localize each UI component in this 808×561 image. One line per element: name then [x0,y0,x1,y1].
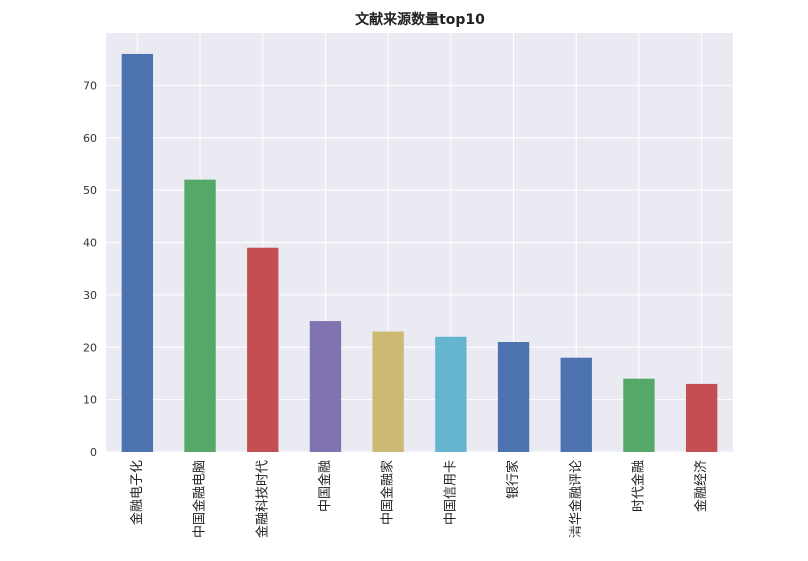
bar [309,321,342,452]
y-tick-label: 0 [90,446,97,459]
y-tick-label: 10 [83,394,97,407]
bar [497,342,530,452]
plot-area: 0 10 20 30 40 50 60 70 金融电子化 中国金融电脑 金融科技时代 中国金融 中国金融… [83,33,733,538]
y-tick-label: 20 [83,341,97,354]
y-tick-label: 70 [83,79,97,92]
x-tick-label: 时代金融 [630,460,646,512]
x-tick-label: 中国金融家 [380,460,396,525]
x-tick-label: 金融科技时代 [254,460,270,538]
x-tick-label: 中国金融 [317,460,333,512]
bar [372,331,404,452]
watermark-brand: @稀土掘金技术社区 [650,522,785,540]
x-tick-label: 金融电子化 [129,460,145,525]
y-tick-label: 50 [83,184,97,197]
chart-title: 文献来源数量top10 [355,11,485,28]
x-tick-label: 金融经济 [693,460,709,512]
x-tick-label: 清华金融评论 [568,460,584,538]
bar [435,336,467,452]
bar [560,357,592,452]
x-tick-label: 中国金融电脑 [192,460,208,538]
x-tick-label: 中国信用卡 [443,460,458,525]
bar [623,378,655,452]
watermark-url: https://blog.csdn.net/weixin_... [560,525,760,540]
y-tick-label: 30 [83,289,97,302]
x-tick-label: 银行家 [505,460,521,499]
bar [247,247,279,452]
y-tick-label: 60 [83,132,97,145]
y-tick-label: 40 [83,237,97,250]
bar [685,383,718,452]
watermark: https://blog.csdn.net/weixin_... @稀土掘金技术… [560,522,785,540]
bar [121,53,154,452]
bar [184,179,216,452]
